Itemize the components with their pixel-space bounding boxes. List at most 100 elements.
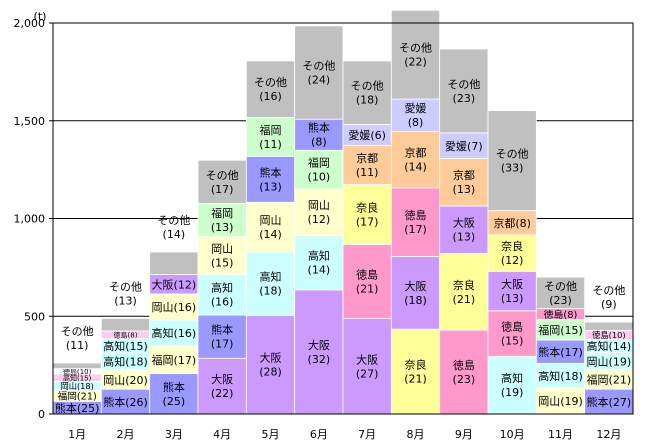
segment-label: (9) [601,298,617,311]
segment-label: (23) [453,373,476,386]
segment-label: 徳島 [453,358,475,372]
segment-label: 高知(15) [103,339,148,353]
bar-segment [342,184,392,245]
segment-label: 熊本(17) [538,345,583,359]
segment-label: 福岡 [260,123,282,137]
segment-label: (13) [259,180,282,193]
segment-label: 高知(15) [63,373,92,382]
x-tick-label: 6月 [310,428,328,441]
segment-label: 徳島 [501,320,523,334]
bar-segment [197,203,247,237]
bar-segment [390,187,441,257]
bar-segment [245,155,296,203]
segment-label: (22) [211,387,234,400]
segment-label: その他 [61,325,94,338]
segment-label: (21) [356,283,379,296]
segment-label: (16) [211,296,234,309]
segment-label: その他 [496,148,529,161]
segment-label: 徳島(8) [114,330,138,339]
bar-segment [52,362,102,370]
segment-label: 奈良 [405,358,427,372]
segment-label: その他 [206,169,239,182]
bar-segment [390,9,441,100]
segment-label: (24) [308,74,331,87]
segment-label: 愛媛(7) [445,139,483,153]
plot-area: 05001,0001,5002,000熊本(25)福岡(21)岡山(18)高知(… [14,9,634,441]
segment-label: 高知 [308,249,330,263]
segment-label: 岡山(19) [587,355,632,368]
y-tick-label: 1,000 [14,213,46,226]
segment-label: (13) [211,221,234,234]
segment-label: (14) [259,228,282,241]
segment-label: その他 [544,280,577,293]
segment-label: 福岡(21) [58,391,97,403]
bar-segment [487,110,537,212]
segment-label: (21) [404,373,427,386]
segment-label: 奈良 [453,278,475,292]
segment-label: 奈良 [501,239,523,253]
segment-label: (21) [453,293,476,306]
segment-label: (15) [501,335,524,348]
bar-segment [390,256,441,330]
x-tick-label: 11月 [548,428,573,441]
x-tick-label: 7月 [358,428,376,441]
segment-label: その他 [592,284,625,297]
segment-label: (27) [356,367,379,380]
bar-segment [294,289,344,415]
segment-label: (16) [259,90,282,103]
segment-label: (25) [163,395,186,408]
segment-label: 高知(18) [103,355,148,369]
segment-label: (32) [308,353,331,366]
bar-segment [439,48,489,134]
segment-label: 高知 [211,281,233,295]
segment-label: 岡山(20) [103,374,148,387]
x-tick-label: 5月 [262,428,280,441]
segment-label: (17) [211,183,234,196]
segment-label: 高知 [260,270,282,284]
segment-label: (33) [501,162,524,175]
segment-label: (13) [453,183,476,196]
x-tick-label: 3月 [165,428,183,441]
bar-segment [342,318,392,415]
unit-label: (t) [34,10,47,23]
segment-label: 京都 [356,151,378,165]
segment-label: 熊本(25) [55,401,100,415]
segment-label: (17) [404,223,427,236]
segment-label: (23) [453,92,476,105]
segment-label: (18) [259,285,282,298]
bar-segment [535,276,586,310]
segment-label: (28) [259,366,282,379]
segment-label: 大阪 [211,372,233,386]
x-tick-label: 4月 [213,428,231,441]
bar-segment [439,253,489,331]
bar-segment [100,318,151,332]
segment-label: (11) [66,339,89,352]
segment-label: (17) [211,338,234,351]
segment-label: (19) [501,386,524,399]
segment-label: (18) [404,294,427,307]
segment-label: 福岡(15) [538,323,583,337]
segment-label: 徳島(8) [544,308,578,321]
segment-label: (8) [311,136,327,149]
segment-label: 岡山 [211,242,233,255]
segment-label: 大阪 [501,277,523,291]
segment-label: その他 [399,42,432,55]
bar-segment [149,251,199,276]
segment-label: 奈良 [356,200,378,214]
segment-label: 岡山(19) [538,395,583,408]
x-tick-label: 2月 [117,428,135,441]
segment-label: (8) [408,116,424,129]
segment-label: 大阪 [260,351,282,365]
segment-label: (13) [453,231,476,244]
segment-label: 福岡 [308,156,330,170]
segment-label: (17) [356,215,379,228]
bar-segment [535,362,586,389]
x-tick-label: 10月 [500,428,525,441]
bar-segment [294,235,344,291]
segment-label: 京都 [453,168,475,182]
segment-label: 高知(18) [538,369,583,383]
segment-label: その他 [302,60,335,73]
segment-label: 大阪 [308,338,330,352]
segment-label: 福岡(17) [152,353,197,367]
